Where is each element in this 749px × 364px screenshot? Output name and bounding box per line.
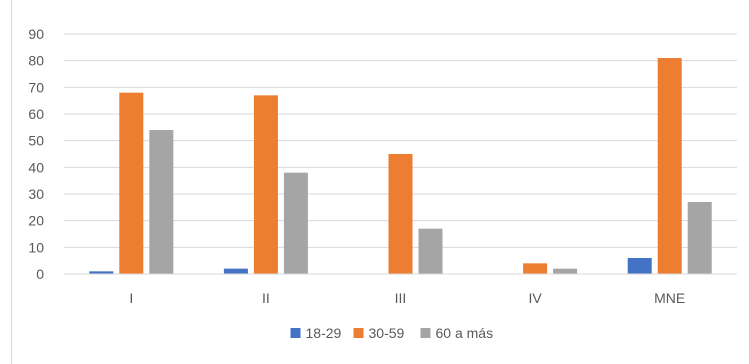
x-tick-label: I (129, 290, 133, 306)
bar (687, 202, 712, 274)
bar (657, 58, 682, 274)
y-tick-label: 30 (28, 186, 44, 202)
bar (627, 258, 652, 274)
y-tick-label: 20 (28, 213, 44, 229)
x-tick-label: II (262, 290, 270, 306)
y-tick-label: 60 (28, 106, 44, 122)
legend-swatch (290, 328, 301, 338)
bar (149, 130, 174, 274)
bar (283, 172, 308, 274)
x-tick-label: III (395, 290, 407, 306)
y-axis-ticks: 0 10 20 30 40 50 60 70 80 90 (28, 26, 44, 282)
legend-label: 60 a más (436, 325, 494, 341)
bar (89, 271, 114, 274)
bar (418, 228, 443, 274)
y-tick-label: 10 (28, 239, 44, 255)
bar (553, 268, 578, 274)
bars (89, 58, 712, 275)
legend: 18-29 30-59 60 a más (290, 325, 494, 341)
y-tick-label: 0 (36, 266, 44, 282)
bar (223, 268, 248, 274)
bar (523, 263, 548, 274)
y-tick-label: 80 (28, 53, 44, 69)
legend-swatch (420, 328, 431, 338)
chart-frame-edge (11, 0, 12, 364)
y-tick-label: 90 (28, 26, 44, 42)
legend-label: 18-29 (306, 325, 342, 341)
bar (253, 95, 278, 274)
y-tick-label: 70 (28, 79, 44, 95)
x-tick-label: IV (528, 290, 542, 306)
bar (119, 92, 144, 275)
gridlines (64, 33, 737, 248)
x-tick-label: MNE (654, 290, 685, 306)
x-axis-ticks: I II III IV MNE (129, 290, 685, 306)
legend-swatch (353, 328, 364, 338)
y-tick-label: 50 (28, 133, 44, 149)
legend-label: 30-59 (369, 325, 405, 341)
y-tick-label: 40 (28, 159, 44, 175)
bar (388, 154, 413, 274)
